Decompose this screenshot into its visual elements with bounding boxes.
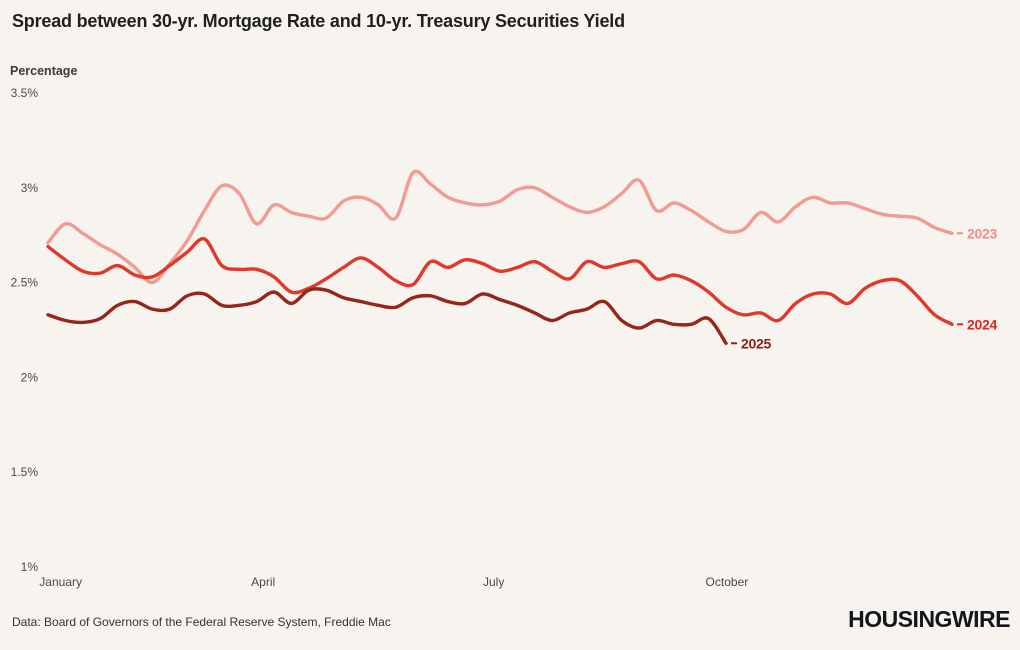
y-tick-1.5%: 1.5% xyxy=(11,465,39,479)
series-line-2023 xyxy=(46,169,954,285)
chart-title: Spread between 30-yr. Mortgage Rate and … xyxy=(12,11,625,31)
housingwire-logo: HOUSINGWIRE xyxy=(848,606,1010,632)
y-axis-label: Percentage xyxy=(10,64,78,78)
y-tick-1%: 1% xyxy=(21,560,39,574)
x-tick-April: April xyxy=(251,575,275,589)
y-tick-3%: 3% xyxy=(21,181,39,195)
source-note: Data: Board of Governors of the Federal … xyxy=(12,615,391,629)
series-label-2023: 2023 xyxy=(967,225,997,241)
y-tick-2.5%: 2.5% xyxy=(11,276,39,290)
series-line-2025 xyxy=(46,287,728,345)
x-tick-July: July xyxy=(483,575,504,589)
x-tick-October: October xyxy=(706,575,749,589)
y-tick-2%: 2% xyxy=(21,370,39,384)
y-tick-3.5%: 3.5% xyxy=(11,86,39,100)
x-tick-January: January xyxy=(39,575,82,589)
series-label-2024: 2024 xyxy=(967,316,997,332)
series-line-2024 xyxy=(46,237,954,327)
series-label-2025: 2025 xyxy=(741,335,771,351)
